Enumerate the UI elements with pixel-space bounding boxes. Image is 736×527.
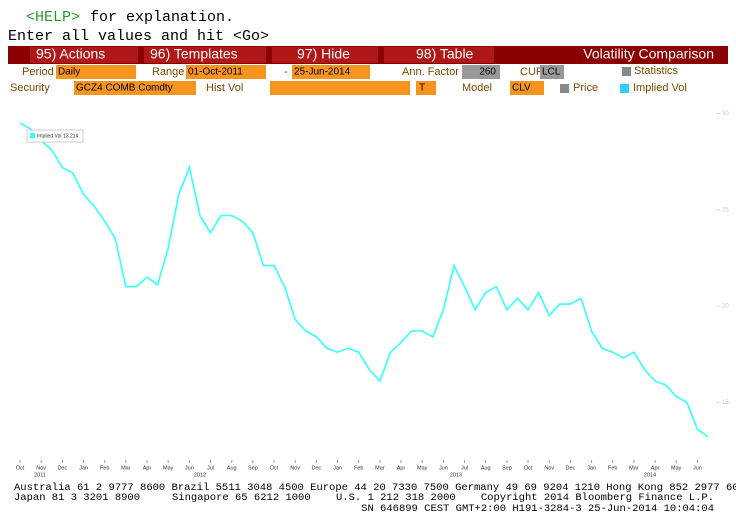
field[interactable] — [56, 65, 136, 79]
year-label: 2011 — [34, 472, 46, 478]
footer-text: Australia 61 2 9777 8600 Brazil 5511 304… — [14, 482, 736, 494]
x-tick-label: Dec — [566, 465, 576, 471]
checkbox-label[interactable]: Price — [573, 82, 598, 94]
x-tick-label: Dec — [311, 465, 321, 471]
footer-text: SN 646899 CEST GMT+2:00 H191-3284-3 25-J… — [361, 503, 714, 515]
button-label[interactable]: 96) Templates — [150, 46, 238, 62]
field[interactable] — [510, 81, 544, 95]
x-tick-label: Nov — [544, 465, 554, 471]
checkbox[interactable] — [620, 84, 629, 93]
label: Model — [462, 82, 492, 94]
prompt: Enter all values and hit <Go> — [8, 28, 269, 45]
field-value[interactable]: 25-Jun-2014 — [294, 67, 351, 78]
field-value[interactable]: Daily — [58, 67, 80, 78]
label: CUR — [520, 66, 544, 78]
checkbox-label[interactable]: Implied Vol — [633, 82, 687, 94]
x-tick-label: Jan — [587, 465, 596, 471]
field-value[interactable]: LCL — [542, 67, 561, 78]
x-tick-label: Aug — [227, 465, 237, 471]
field[interactable] — [270, 81, 410, 95]
footer-text: Copyright 2014 Bloomberg Finance L.P. — [481, 492, 714, 504]
footer-text: Singapore 65 6212 1000 — [172, 492, 311, 504]
x-tick-label: Apr — [143, 465, 152, 471]
x-tick-label: Jan — [333, 465, 342, 471]
label: - — [284, 66, 288, 78]
x-tick-label: Oct — [270, 465, 279, 471]
button[interactable] — [30, 47, 138, 63]
button-label[interactable]: 98) Table — [416, 46, 474, 62]
label: Security — [10, 82, 50, 94]
year-label: 2012 — [194, 472, 206, 478]
x-tick-label: Dec — [57, 465, 67, 471]
x-tick-label: May — [163, 465, 174, 471]
field[interactable] — [292, 65, 370, 79]
legend-value: 13.214 — [63, 133, 79, 139]
toolbar-title: Volatility Comparison — [583, 46, 714, 62]
field-value[interactable]: CLV — [512, 83, 531, 94]
x-tick-label: Aug — [481, 465, 491, 471]
x-tick-label: Oct — [524, 465, 533, 471]
x-tick-label: May — [671, 465, 682, 471]
x-tick-label: Sep — [248, 465, 258, 471]
help-key[interactable]: <HELP> — [26, 9, 80, 26]
x-tick-label: Mar — [629, 465, 639, 471]
x-tick-label: Apr — [651, 465, 660, 471]
label: Period — [22, 66, 54, 78]
x-tick-label: May — [417, 465, 428, 471]
x-tick-label: Feb — [608, 465, 617, 471]
x-tick-label: Nov — [36, 465, 46, 471]
field-value[interactable]: 260 — [479, 67, 496, 78]
field[interactable] — [462, 65, 500, 79]
x-tick-label: Mar — [375, 465, 385, 471]
label: Hist Vol — [206, 82, 243, 94]
help-text: for explanation. — [90, 9, 234, 26]
x-tick-label: Jan — [79, 465, 88, 471]
field-value[interactable]: GCZ4 COMB Comdty — [76, 83, 173, 94]
button[interactable] — [144, 47, 266, 63]
x-tick-label: Oct — [16, 465, 25, 471]
button[interactable] — [384, 47, 494, 63]
x-tick-label: Jul — [207, 465, 214, 471]
field[interactable] — [416, 81, 436, 95]
series-line — [19, 122, 709, 438]
checkbox[interactable] — [560, 84, 569, 93]
y-tick-label: 15 — [722, 400, 729, 406]
button-label[interactable]: 95) Actions — [36, 46, 105, 62]
field[interactable] — [540, 65, 564, 79]
field-value[interactable]: 01-Oct-2011 — [188, 67, 243, 78]
plot-area — [8, 100, 718, 460]
x-tick-label: Sep — [502, 465, 512, 471]
x-tick-label: Nov — [290, 465, 300, 471]
y-tick-label: 25 — [722, 207, 729, 213]
y-tick-label: 20 — [722, 304, 729, 310]
x-tick-label: Apr — [397, 465, 406, 471]
field[interactable] — [186, 65, 266, 79]
field-value[interactable]: T — [419, 83, 425, 94]
form: Period Daily Range 01-Oct-2011 - 25-Jun-… — [10, 65, 687, 95]
field[interactable] — [74, 81, 196, 95]
footer-text: U.S. 1 212 318 2000 — [336, 492, 456, 504]
x-tick-label: Jun — [185, 465, 194, 471]
x-tick-label: Feb — [100, 465, 109, 471]
button[interactable] — [272, 47, 378, 63]
legend-label: Implied Vol — [37, 133, 61, 139]
x-tick-label: Jun — [439, 465, 448, 471]
button-label[interactable]: 97) Hide — [297, 46, 350, 62]
x-tick-label: Jun — [693, 465, 702, 471]
x-tick-label: Feb — [354, 465, 363, 471]
year-label: 2013 — [450, 472, 462, 478]
legend — [26, 129, 84, 143]
x-tick-label: Jul — [461, 465, 468, 471]
legend-swatch — [30, 133, 35, 138]
footer-text: Japan 81 3 3201 8900 — [14, 492, 140, 504]
checkbox-label[interactable]: Statistics — [634, 65, 679, 77]
checkbox[interactable] — [622, 67, 631, 76]
year-label: 2014 — [644, 472, 656, 478]
y-tick-label: 30 — [722, 111, 729, 117]
label: Range — [152, 66, 184, 78]
x-tick-label: Mar — [121, 465, 131, 471]
label: Ann. Factor — [402, 66, 459, 78]
